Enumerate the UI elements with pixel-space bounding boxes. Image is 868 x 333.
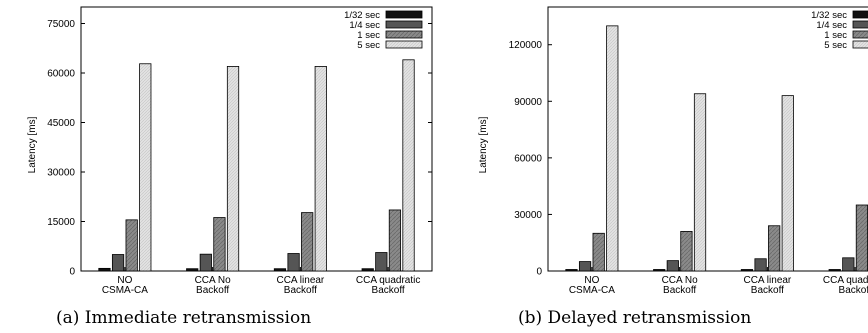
panel-a-bar — [111, 254, 125, 272]
panel-a-xtick-label: Backoff — [284, 285, 317, 296]
panel-a-xtick-label: CCA linear — [276, 275, 324, 286]
panel-b-bar — [828, 269, 841, 272]
panel-b-bar — [842, 257, 855, 272]
panel-a-bar — [361, 268, 374, 272]
panel-b-ytick-label: 30000 — [514, 210, 542, 221]
panel-b-legend-swatch — [852, 40, 868, 49]
panel-a-ytick-label: 0 — [69, 267, 75, 278]
panel-b-legend-swatch — [852, 30, 868, 39]
panel-a-ytick-label: 45000 — [47, 118, 75, 129]
panel-a-bar — [213, 217, 226, 272]
panel-b-bar — [653, 269, 666, 272]
panel-a-bar — [287, 253, 300, 272]
panel-a-xtick-label: Backoff — [196, 285, 229, 296]
panel-a-xtick-label: CCA quadratic — [356, 275, 420, 286]
panel-a-ytick-label: 60000 — [47, 69, 75, 80]
panel-a-xtick-label: Backoff — [372, 285, 405, 296]
panel-b-xtick-label: Backoff — [663, 285, 696, 296]
panel-b-legend-swatch — [852, 20, 868, 29]
panel-b-bar — [565, 269, 578, 272]
panel-b-bar — [680, 230, 693, 272]
panel-b-xtick-label: Backoff — [839, 285, 868, 296]
panel-a-bar — [199, 253, 212, 272]
panel-b-bar — [666, 260, 679, 272]
panel-a: Latency [ms] 0 15000 30000 45000 60000 75000 N… — [27, 6, 433, 328]
panel-a-bar — [139, 63, 152, 272]
panel-b-ytick-label: 60000 — [514, 153, 542, 164]
panel-a-bar — [186, 268, 199, 272]
panel-b-plot-frame — [547, 6, 868, 272]
panel-b-legend-label: 5 sec — [824, 40, 847, 51]
panel-a-xtick-label: CSMA-CA — [102, 285, 148, 296]
panel-a-legend-swatch — [385, 20, 423, 29]
panel-b-ytick-label: 90000 — [514, 97, 542, 108]
panel-a-xtick-label: CCA No — [195, 275, 232, 286]
panel-a-bar — [402, 59, 415, 272]
panel-b-legend-swatch — [852, 10, 868, 19]
panel-b-xtick-label: CCA quadratic — [823, 275, 868, 286]
panel-a-legend-label: 1 sec — [357, 30, 380, 41]
panel-a-plot-frame — [80, 6, 433, 272]
panel-a-ytick-label: 75000 — [47, 19, 75, 30]
panel-a-ytick-label: 15000 — [47, 217, 75, 228]
panel-a-legend-label: 5 sec — [357, 40, 380, 51]
panel-b: Latency [ms] 0 30000 60000 90000 120000 NOCSM… — [478, 6, 868, 328]
panel-a-ytick-label: 30000 — [47, 168, 75, 179]
panel-b-bar — [606, 25, 619, 272]
panel-b-bar — [855, 204, 868, 272]
panel-a-legend-swatch — [385, 40, 423, 49]
panel-a-legend-label: 1/32 sec — [344, 10, 380, 21]
panel-b-bar — [592, 232, 605, 272]
panel-a-xtick-label: NO — [117, 275, 132, 286]
panel-b-bar — [740, 269, 754, 272]
panel-b-legend-label: 1/32 sec — [811, 10, 847, 21]
panel-a-caption: (a) Immediate retransmission — [56, 308, 311, 328]
panel-a-legend-swatch — [385, 30, 423, 39]
panel-a-bar — [314, 66, 327, 272]
panel-b-legend-label: 1 sec — [824, 30, 847, 41]
panel-b-bar — [578, 261, 592, 272]
panel-a-bar — [273, 268, 287, 272]
panel-a-ylabel: Latency [ms] — [27, 116, 38, 173]
panel-a-bar — [98, 267, 111, 272]
panel-b-xtick-label: NO — [584, 275, 599, 286]
panel-b-bar — [693, 93, 707, 272]
panel-a-bar — [125, 219, 138, 272]
panel-a-bar — [388, 209, 402, 272]
panel-a-legend-swatch — [385, 10, 423, 19]
panel-b-xtick-label: CSMA-CA — [569, 285, 615, 296]
panel-b-legend-label: 1/4 sec — [816, 20, 847, 31]
panel-b-bar — [754, 258, 767, 272]
panel-a-bar — [375, 252, 388, 272]
panel-b-xtick-label: Backoff — [751, 285, 784, 296]
panel-b-bar — [781, 95, 794, 272]
panel-a-bar — [226, 66, 240, 272]
panel-b-xtick-label: CCA No — [662, 275, 699, 286]
panel-b-caption: (b) Delayed retransmission — [518, 308, 751, 328]
panel-b-xtick-label: CCA linear — [743, 275, 791, 286]
panel-a-bar — [301, 212, 314, 272]
panel-b-bar — [768, 225, 781, 272]
panel-a-legend-label: 1/4 sec — [349, 20, 380, 31]
panel-b-ylabel: Latency [ms] — [478, 116, 489, 173]
panel-b-ytick-label: 0 — [536, 267, 542, 278]
panel-b-ytick-label: 120000 — [509, 40, 543, 51]
